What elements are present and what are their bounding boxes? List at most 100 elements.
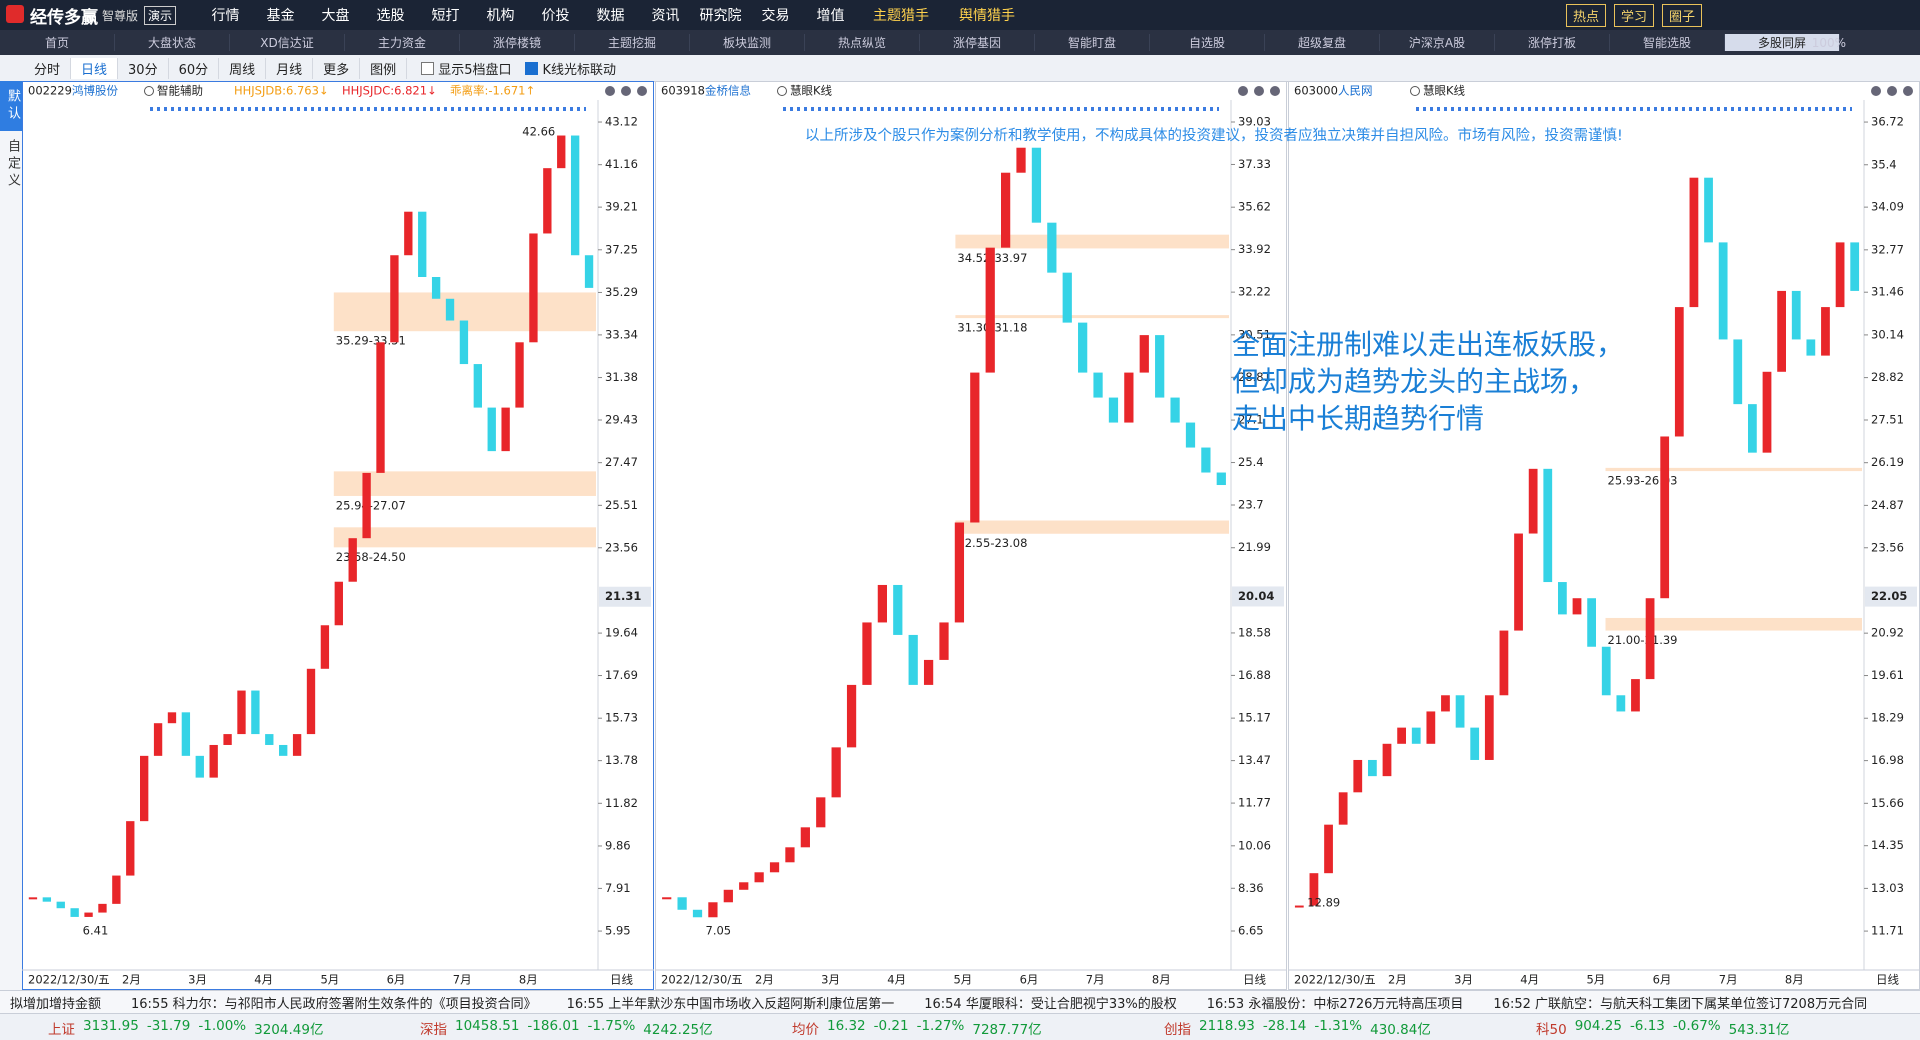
menu-item[interactable]: 交易 xyxy=(761,8,790,24)
index-pct: -0.67% xyxy=(1672,1017,1721,1034)
last-price-box xyxy=(599,586,651,607)
tab[interactable]: 板块监测 xyxy=(690,34,805,51)
menu-item[interactable]: 价投 xyxy=(541,8,570,24)
index-item[interactable]: 科50 904.25 -6.13 -0.67% 543.31亿 xyxy=(1488,1018,1860,1038)
menu-item[interactable]: 基金 xyxy=(266,8,295,24)
candle xyxy=(306,668,316,735)
candle xyxy=(1748,404,1757,453)
candle xyxy=(56,901,65,909)
tab[interactable]: 多股同屏 xyxy=(1725,34,1840,51)
tab[interactable]: 主题挖掘 xyxy=(575,34,690,51)
candle xyxy=(1601,646,1611,696)
y-tick-label: 25.51 xyxy=(605,498,638,512)
tab[interactable]: 主力资金 xyxy=(345,34,460,51)
news-item[interactable]: 16:55 上半年默沙东中国市场收入反超阿斯利康位居第一 xyxy=(566,997,895,1012)
candle xyxy=(459,320,469,365)
menu-item[interactable]: 数据 xyxy=(596,8,625,24)
stock-name: 人民网 xyxy=(1338,84,1373,98)
checkbox[interactable]: K线光标联动 xyxy=(525,59,616,78)
menu-button[interactable]: 热点 xyxy=(1565,4,1606,27)
menu-item[interactable]: 增值 xyxy=(816,8,845,24)
tab[interactable]: 大盘状态 xyxy=(115,34,230,51)
panel-control[interactable] xyxy=(1254,86,1264,96)
checkbox[interactable]: 显示5档盘口 xyxy=(421,59,511,78)
panel-control[interactable] xyxy=(621,86,631,96)
index-item[interactable]: 上证 3131.95 -31.79 -1.00% 3204.49亿 xyxy=(0,1018,372,1038)
menu-item[interactable]: 研究院 xyxy=(699,8,742,24)
candle xyxy=(723,889,733,903)
panel-control[interactable] xyxy=(1903,86,1913,96)
index-item[interactable]: 创指 2118.93 -28.14 -1.31% 430.84亿 xyxy=(1116,1018,1488,1038)
candle xyxy=(1689,177,1699,308)
menu-button[interactable]: 学习 xyxy=(1613,4,1654,27)
candle xyxy=(445,298,455,321)
sidebar-tab[interactable]: 自定义 xyxy=(5,139,20,190)
period-button[interactable]: 月线 xyxy=(266,57,314,79)
menu-item[interactable]: 机构 xyxy=(486,8,515,24)
candle xyxy=(677,897,687,910)
candle xyxy=(954,522,965,623)
candle xyxy=(1660,436,1670,599)
panel-control[interactable] xyxy=(605,86,615,96)
period-button[interactable]: 30分 xyxy=(118,57,169,79)
checkbox-box xyxy=(525,61,539,75)
indicator-readout: HHJSJDC:6.821↓ xyxy=(342,84,437,98)
tab[interactable]: 超级复盘 xyxy=(1265,34,1380,51)
tab[interactable]: XD信达证 xyxy=(230,34,345,51)
news-item[interactable]: 16:53 永福股份：中标2726万元特高压项目 xyxy=(1206,997,1464,1012)
menu-item[interactable]: 资讯 xyxy=(651,8,680,24)
period-button[interactable]: 更多 xyxy=(313,57,361,79)
tab[interactable]: 沪深京A股 xyxy=(1380,34,1495,51)
candle xyxy=(739,882,749,890)
tab[interactable]: 首页 xyxy=(0,34,115,51)
stock-name: 鸿博股份 xyxy=(72,84,118,98)
menu-item[interactable]: 选股 xyxy=(376,8,405,24)
menu-item[interactable]: 主题猎手 xyxy=(873,8,930,24)
menu-item[interactable]: 短打 xyxy=(431,8,460,24)
menu-item[interactable]: 行情 xyxy=(211,8,240,24)
menu-item[interactable]: 大盘 xyxy=(321,8,350,24)
sidebar-tab[interactable]: 默认 xyxy=(0,81,22,131)
panel-control[interactable] xyxy=(1871,86,1881,96)
tab[interactable]: 智能选股 xyxy=(1610,34,1725,51)
period-button[interactable]: 周线 xyxy=(219,57,267,79)
panel-control[interactable] xyxy=(1238,86,1248,96)
menu-item[interactable]: 舆情猎手 xyxy=(959,8,1016,24)
news-item[interactable]: 拟增加增持金额 xyxy=(10,997,102,1012)
index-item[interactable]: 均价 16.32 -0.21 -1.27% 7287.77亿 xyxy=(744,1018,1116,1038)
candle xyxy=(153,723,163,756)
news-item[interactable]: 16:54 华厦眼科：受让合肥视宁33%的股权 xyxy=(924,997,1177,1012)
panel xyxy=(1288,81,1920,990)
candle xyxy=(376,342,385,473)
tab[interactable]: 自选股 xyxy=(1150,34,1265,51)
y-tick-label: 27.1 xyxy=(1238,413,1264,427)
index-item[interactable]: 深指 10458.51 -186.01 -1.75% 4242.25亿 xyxy=(372,1018,744,1038)
menu-button[interactable]: 圈子 xyxy=(1661,4,1702,27)
panel-control[interactable] xyxy=(1887,86,1897,96)
tab[interactable]: 智能盯盘 xyxy=(1035,34,1150,51)
panel-control[interactable] xyxy=(637,86,647,96)
candle xyxy=(84,912,93,917)
tab[interactable]: 热点纵览 xyxy=(805,34,920,51)
y-tick-label: 11.77 xyxy=(1238,796,1271,810)
tab[interactable]: 涨停基因 xyxy=(920,34,1035,51)
y-tick-label: 11.71 xyxy=(1871,924,1904,938)
month-label: 6月 xyxy=(387,973,406,987)
candle xyxy=(1139,335,1149,373)
candle xyxy=(1441,695,1450,712)
y-tick-label: 23.56 xyxy=(605,540,638,554)
period-button[interactable]: 60分 xyxy=(169,57,220,79)
panel-control[interactable] xyxy=(1270,86,1280,96)
tab[interactable]: 涨停打板 xyxy=(1495,34,1610,51)
candle xyxy=(112,875,121,904)
news-item[interactable]: 16:55 科力尔：与祁阳市人民政府签署附生效条件的《项目投资合同》 xyxy=(131,997,537,1012)
y-tick-label: 15.66 xyxy=(1871,796,1904,810)
candle xyxy=(292,734,302,756)
news-item[interactable]: 16:52 广联航空：与航天科工集团下属某单位签订7208万元合同 xyxy=(1493,997,1868,1012)
period-button[interactable]: 日线 xyxy=(71,57,119,79)
tab[interactable]: 涨停楼镜 xyxy=(460,34,575,51)
period-label: 日线 xyxy=(1876,973,1899,987)
period-button[interactable]: 图例 xyxy=(360,57,408,79)
index-name: 科50 xyxy=(1536,1021,1567,1038)
period-button[interactable]: 分时 xyxy=(24,57,72,79)
